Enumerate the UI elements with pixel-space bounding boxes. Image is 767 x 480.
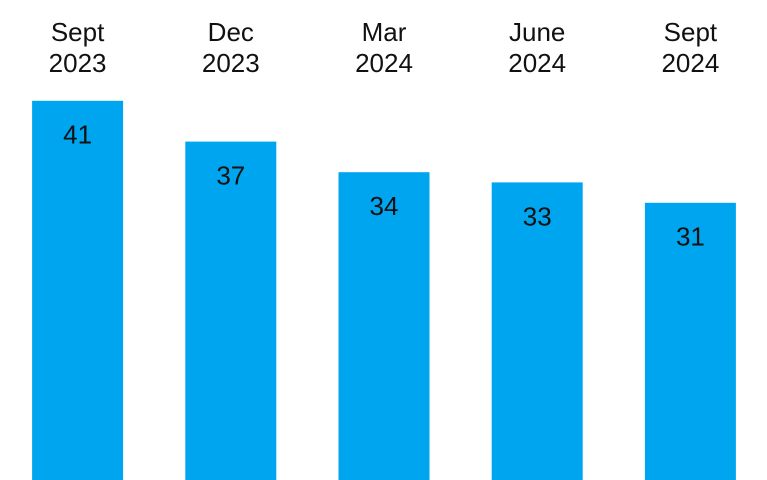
bar — [32, 100, 124, 480]
value-label: 34 — [370, 191, 399, 221]
value-label: 37 — [216, 160, 245, 190]
value-label: 33 — [523, 201, 552, 231]
x-tick-label: Sept 2024 — [661, 17, 720, 78]
bar — [185, 141, 277, 480]
x-tick-label: Dec 2023 — [201, 17, 260, 78]
bar — [338, 172, 430, 480]
x-tick-label: June 2024 — [508, 17, 567, 78]
bar — [491, 182, 583, 480]
value-label: 31 — [676, 222, 705, 252]
x-tick-label: Mar 2024 — [355, 17, 413, 78]
x-tick-label: Sept 2023 — [48, 17, 107, 78]
bar — [644, 202, 736, 480]
value-label: 41 — [63, 120, 92, 150]
